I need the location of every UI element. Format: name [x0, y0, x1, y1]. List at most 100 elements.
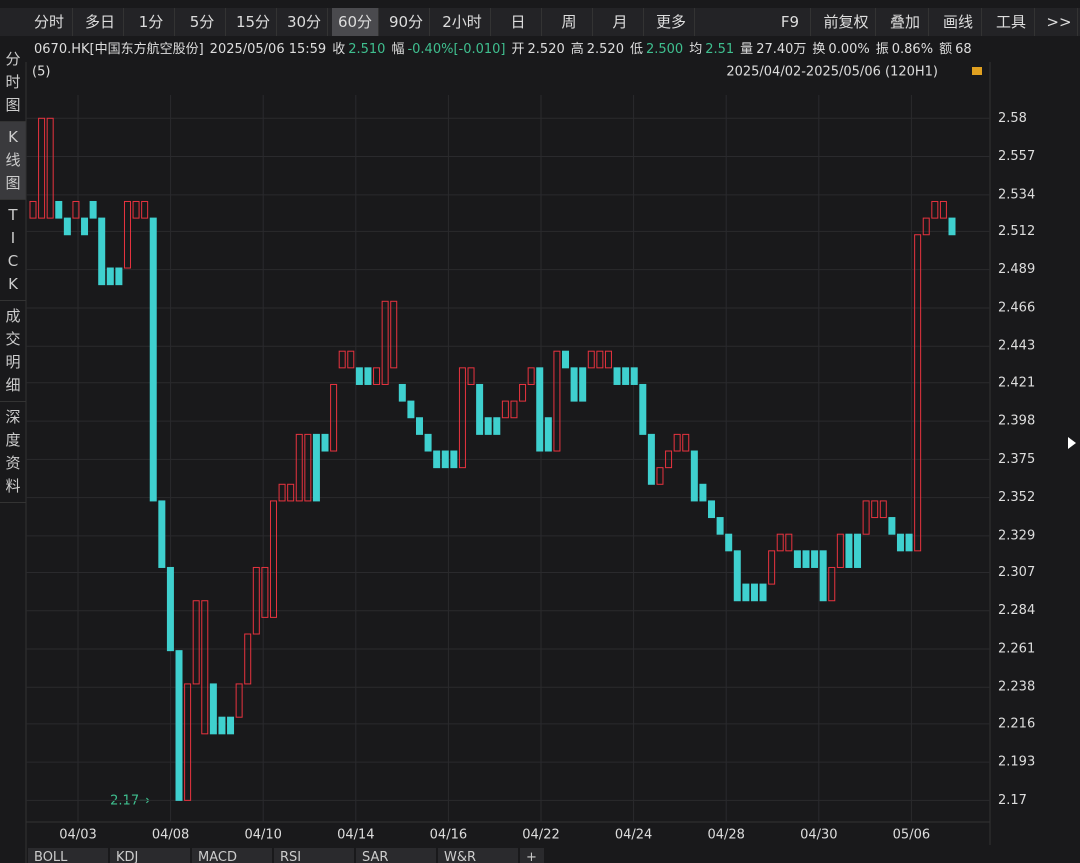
candle-down	[639, 383, 647, 435]
info-key: 换	[812, 42, 826, 57]
candle-down	[364, 367, 372, 385]
candle-up	[244, 633, 252, 685]
info-value: 0.00%	[828, 42, 870, 57]
toolbar-button[interactable]: 周	[546, 8, 593, 36]
bottom-tab[interactable]: RSI	[274, 848, 354, 863]
annotation: 2.17→	[110, 794, 150, 809]
candle-up	[939, 200, 947, 219]
candle-down	[733, 550, 741, 602]
side-tab-char: 交	[5, 330, 21, 348]
x-tick-label: 04/24	[615, 828, 652, 843]
info-value: 27.40万	[756, 42, 807, 57]
y-tick-label: 2.398	[998, 414, 1035, 429]
side-tab[interactable]: 成交明细	[0, 301, 26, 402]
candle-up	[914, 234, 922, 552]
candle-down	[63, 217, 71, 236]
candle-down	[811, 550, 819, 568]
candle-up	[879, 500, 887, 519]
y-tick-label: 2.512	[998, 224, 1035, 239]
bottom-tab[interactable]: +	[520, 848, 544, 863]
candle-down	[89, 200, 97, 219]
side-tab-char: 明	[5, 353, 21, 371]
toolbar: 分时 多日 1分 5分 15分 30分 60分 90分 2小时日周月更多 F9 前复权 叠加 画线 工具 >…	[0, 8, 1080, 36]
toolbar-button[interactable]: 叠加	[882, 8, 929, 36]
toolbar-button[interactable]: 月	[597, 8, 644, 36]
candle-down	[98, 217, 106, 286]
candle-down	[450, 450, 458, 469]
candle-down	[750, 583, 758, 602]
range-label: 2025/04/02-2025/05/06 (120H1)	[726, 65, 938, 80]
bottom-tab[interactable]: SAR	[356, 848, 436, 863]
toolbar-button[interactable]: 工具	[988, 8, 1035, 36]
bottom-tabs: BOLL KDJ MACD RSI SAR W&R +	[28, 848, 546, 863]
candle-down	[819, 550, 827, 602]
candle-up	[510, 400, 518, 419]
side-tab-char: 线	[5, 151, 21, 169]
candle-up	[587, 350, 595, 369]
side-tab-char: 深	[5, 408, 21, 426]
candle-down	[321, 433, 329, 452]
expand-arrow[interactable]	[1068, 437, 1076, 449]
candle-up	[261, 566, 269, 618]
candle-up	[390, 300, 398, 369]
candle-down	[424, 433, 432, 452]
candle-down	[690, 450, 698, 502]
candle-down	[158, 500, 166, 568]
candle-down	[570, 367, 578, 402]
y-tick-label: 2.238	[998, 680, 1035, 695]
candle-up	[922, 217, 930, 236]
toolbar-button[interactable]: 15分	[230, 8, 277, 36]
candle-down	[647, 433, 655, 485]
y-tick-label: 2.329	[998, 528, 1035, 543]
toolbar-button[interactable]: 分时	[26, 8, 73, 36]
candle-up	[330, 383, 338, 452]
toolbar-button[interactable]: 前复权	[817, 8, 876, 36]
toolbar-button[interactable]: 画线	[935, 8, 982, 36]
candle-down	[725, 533, 733, 552]
bottom-tab[interactable]: KDJ	[110, 848, 190, 863]
toolbar-button[interactable]: 30分	[281, 8, 328, 36]
candle-down	[742, 583, 750, 602]
toolbar-button[interactable]: 多日	[77, 8, 124, 36]
bottom-tab[interactable]: MACD	[192, 848, 272, 863]
bottom-tab[interactable]: W&R	[438, 848, 518, 863]
candle-up	[192, 600, 200, 685]
candle-down	[888, 517, 896, 535]
x-tick-label: 04/30	[800, 828, 837, 843]
candle-down	[544, 417, 552, 452]
toolbar-button[interactable]: 1分	[128, 8, 175, 36]
side-tab-char: K	[8, 275, 18, 293]
candle-up	[235, 683, 243, 718]
y-tick-label: 2.307	[998, 565, 1035, 580]
bottom-tab[interactable]: BOLL	[28, 848, 108, 863]
info-value: 2.520	[586, 42, 624, 57]
toolbar-button[interactable]: 90分	[383, 8, 430, 36]
candle-down	[579, 367, 587, 402]
candle-up	[347, 350, 355, 369]
y-tick-label: 2.352	[998, 490, 1035, 505]
candle-up	[304, 433, 312, 502]
candle-down	[398, 383, 406, 402]
y-tick-label: 2.261	[998, 641, 1035, 656]
info-value: 2.500	[645, 42, 684, 57]
side-tab-char: T	[8, 206, 18, 224]
toolbar-button[interactable]: F9	[770, 8, 811, 36]
toolbar-button[interactable]: >>	[1041, 8, 1078, 36]
candle-up	[665, 450, 673, 469]
candle-down	[536, 367, 544, 452]
x-tick-label: 04/03	[59, 828, 96, 843]
side-tab[interactable]: 深度资料	[0, 402, 26, 503]
y-tick-label: 2.557	[998, 149, 1035, 164]
toolbar-button[interactable]: 更多	[648, 8, 695, 36]
toolbar-button[interactable]: 2小时	[434, 8, 491, 36]
x-tick-label: 04/14	[337, 828, 374, 843]
y-tick-label: 2.466	[998, 300, 1035, 315]
side-tab-char: C	[7, 252, 19, 270]
candle-up	[123, 200, 131, 269]
toolbar-button[interactable]: 5分	[179, 8, 226, 36]
toolbar-button[interactable]: 日	[495, 8, 542, 36]
toolbar-button[interactable]: 60分	[332, 8, 379, 36]
side-tab[interactable]: 分时图	[0, 44, 26, 122]
